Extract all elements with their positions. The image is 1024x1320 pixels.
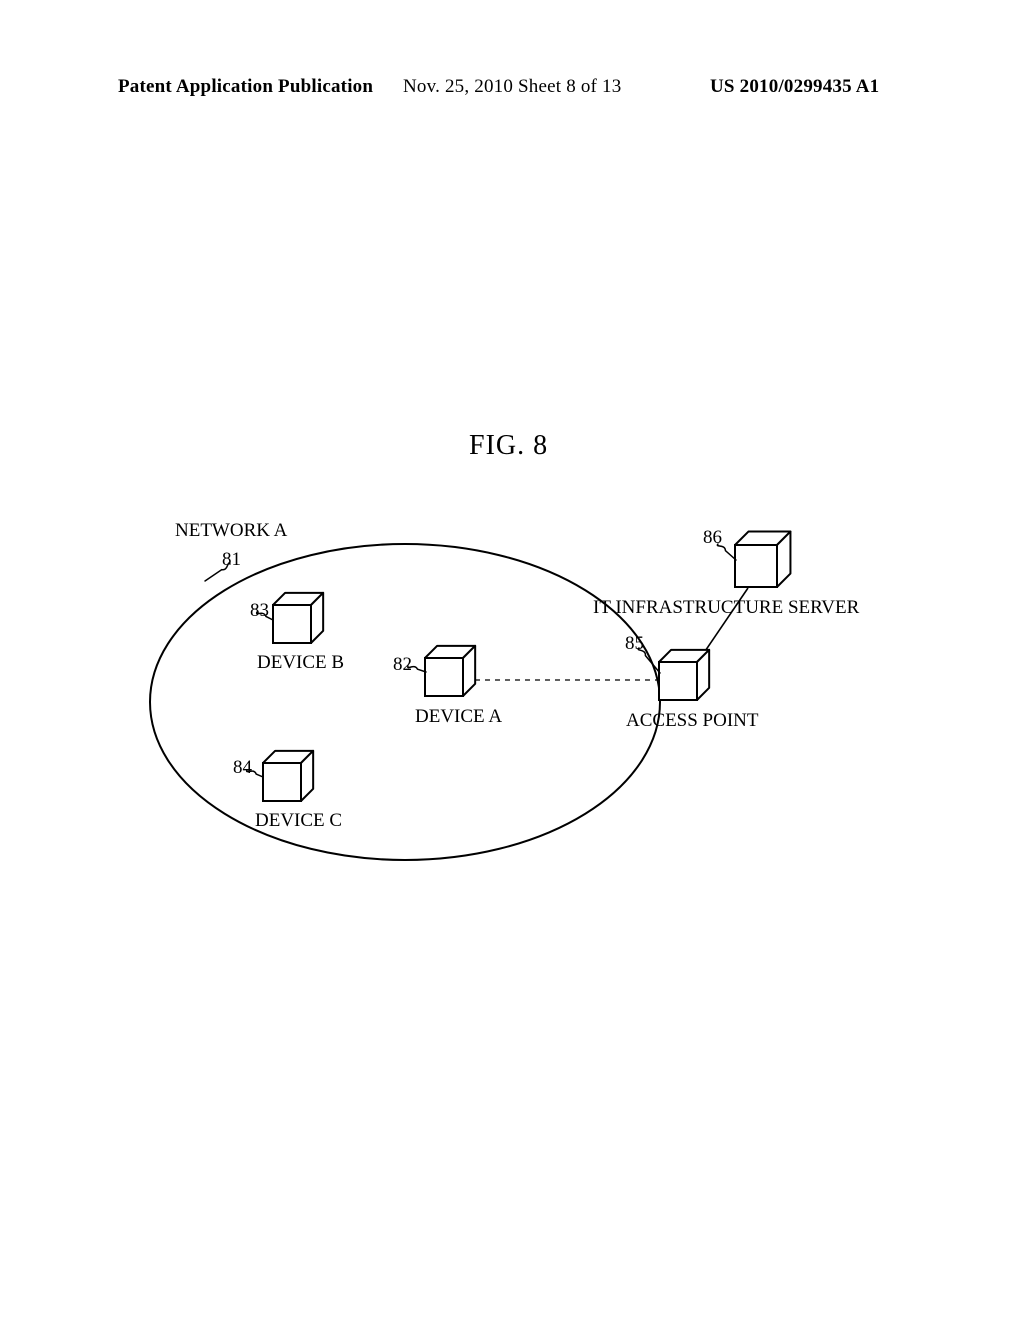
network-a-label: NETWORK A	[175, 520, 287, 542]
ref-81: 81	[222, 549, 241, 571]
ref-82: 82	[393, 654, 412, 676]
network-diagram	[0, 0, 1024, 1320]
ref-85: 85	[625, 633, 644, 655]
device-b-label: DEVICE B	[257, 652, 344, 674]
access-point-label: ACCESS POINT	[626, 710, 759, 732]
device-c-label: DEVICE C	[255, 810, 342, 832]
it-server-label: IT INFRASTRUCTURE SERVER	[593, 597, 859, 619]
device-a-label: DEVICE A	[415, 706, 502, 728]
ref-86: 86	[703, 527, 722, 549]
ref-83: 83	[250, 600, 269, 622]
ref-84: 84	[233, 757, 252, 779]
